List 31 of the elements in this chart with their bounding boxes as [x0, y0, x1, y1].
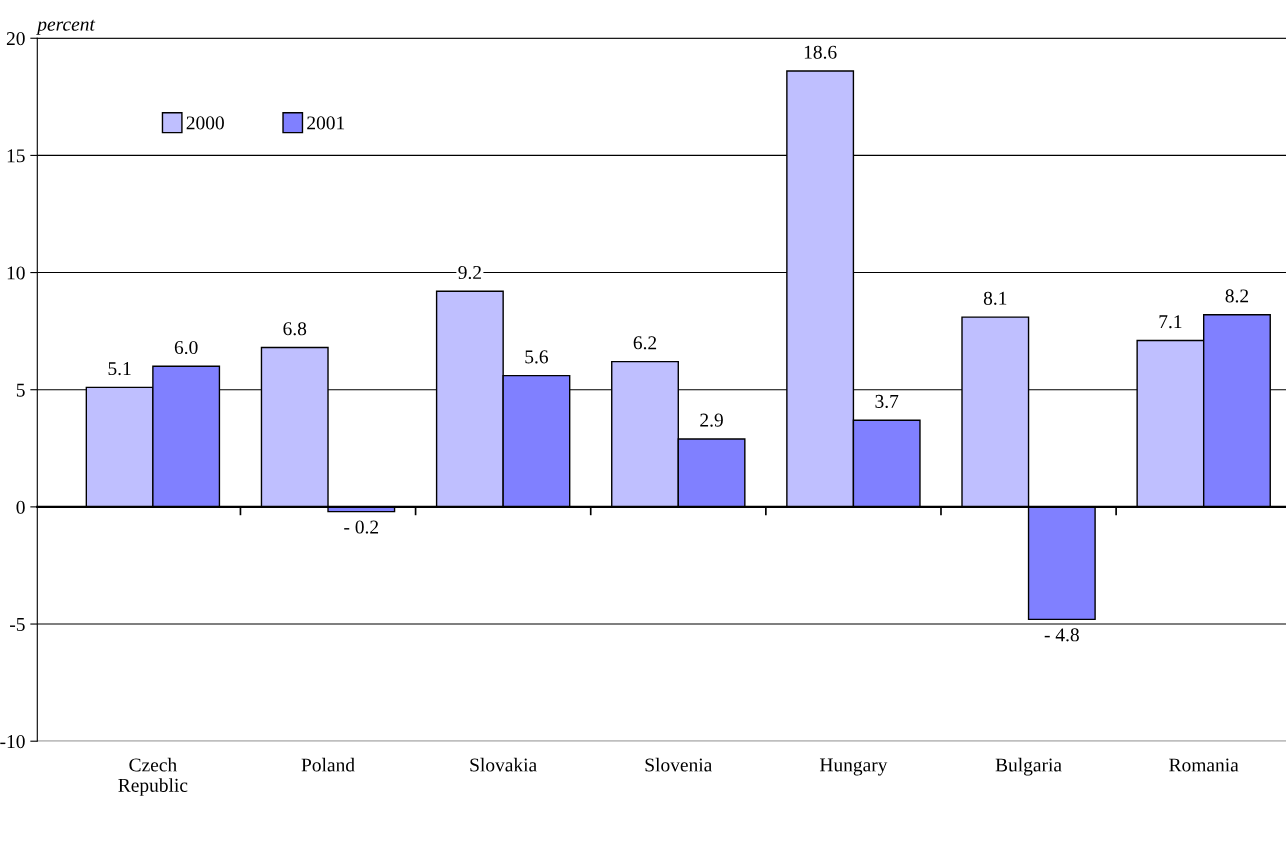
data-label: 9.2 [458, 265, 481, 280]
x-tick-label: Slovenia [645, 757, 713, 772]
data-label: - 4.8 [1044, 628, 1079, 642]
data-label: 8.2 [1225, 289, 1249, 303]
x-tick-label: Bulgaria [995, 757, 1062, 776]
data-label: 8.1 [983, 291, 1007, 305]
x-tick-label: Hungary [819, 758, 888, 776]
y-tick-label: -5 [10, 618, 25, 631]
data-label: 6.2 [633, 336, 657, 350]
x-tick-label: Poland [301, 757, 355, 772]
x-tick-label: Slovakia [470, 757, 537, 772]
y-tick-label: -10 [0, 735, 25, 749]
data-label: 2.9 [700, 413, 723, 427]
legend-label: 2000 [186, 116, 224, 130]
data-label: 5.6 [525, 350, 548, 364]
y-axis-title: percent [36, 19, 96, 35]
data-label: - 0.2 [344, 520, 379, 534]
data-label: 6.8 [283, 322, 307, 336]
data-label: 3.7 [875, 394, 899, 408]
y-tick-label: 0 [16, 500, 25, 514]
data-label: 5.1 [108, 362, 131, 376]
data-label: 7.1 [1159, 315, 1182, 329]
y-tick-label: 5 [16, 383, 25, 397]
y-tick-label: 10 [7, 266, 25, 280]
data-label: 6.0 [174, 340, 198, 355]
y-tick-label: 15 [7, 149, 25, 163]
legend-label: 2001 [307, 116, 345, 130]
x-tick-label: Czech Republic [118, 757, 188, 796]
data-label: 18.6 [804, 45, 837, 59]
y-tick-label: 20 [6, 32, 25, 46]
x-tick-label: Romania [1169, 758, 1239, 772]
